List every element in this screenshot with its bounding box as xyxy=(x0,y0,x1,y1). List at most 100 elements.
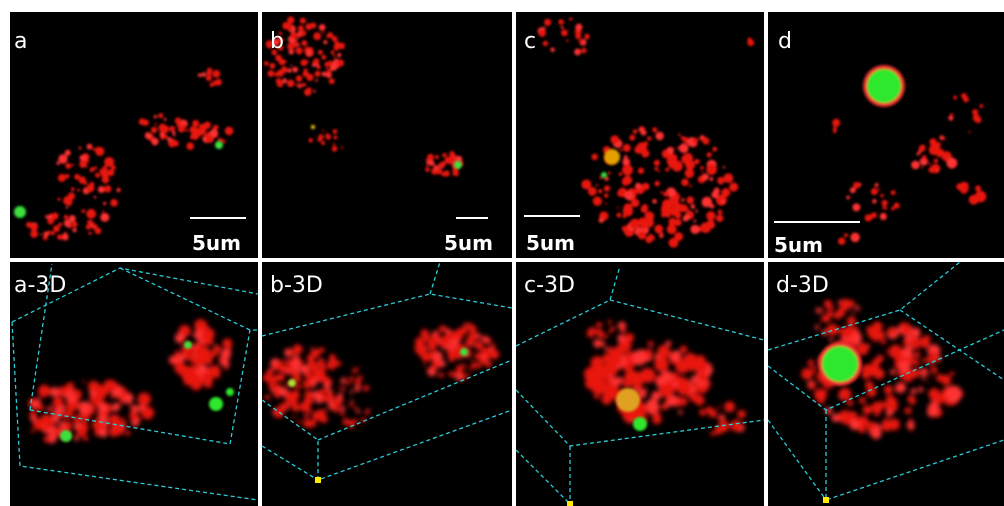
signal-spot xyxy=(77,427,87,437)
signal-spot xyxy=(420,329,429,338)
signal-spot xyxy=(169,126,175,132)
signal-spot xyxy=(683,214,690,221)
signal-spot xyxy=(318,134,324,140)
signal-spot xyxy=(660,191,663,194)
signal-spot xyxy=(321,55,326,60)
signal-spot xyxy=(312,412,318,418)
signal-spot xyxy=(714,427,722,435)
signal-spot xyxy=(858,309,861,312)
signal-spot xyxy=(648,371,655,378)
signal-spot xyxy=(855,327,859,331)
signal-spot xyxy=(215,346,222,353)
signal-spot xyxy=(468,351,471,354)
signal-spot xyxy=(94,196,97,199)
signal-spot xyxy=(331,50,335,54)
signal-spot xyxy=(87,220,91,224)
signal-spot xyxy=(623,144,631,152)
signal-spot xyxy=(930,366,937,373)
signal-spot xyxy=(297,420,301,424)
signal-spot xyxy=(292,391,300,399)
signal-spot xyxy=(672,200,680,208)
signal-spot xyxy=(72,228,76,232)
signal-spot xyxy=(865,381,873,389)
signal-spot xyxy=(624,191,633,200)
signal-spot xyxy=(323,40,327,44)
signal-spot xyxy=(550,48,555,53)
signal-spot xyxy=(680,346,687,353)
signal-spot xyxy=(895,382,906,393)
signal-spot xyxy=(298,84,301,87)
signal-spot xyxy=(82,380,85,383)
signal-spot xyxy=(151,127,157,133)
signal-spot xyxy=(479,357,485,363)
signal-spot xyxy=(320,364,326,370)
signal-spot xyxy=(306,74,313,81)
signal-spot xyxy=(425,167,430,172)
signal-spot xyxy=(356,409,360,413)
signal-spot xyxy=(888,418,900,430)
signal-spot xyxy=(698,373,707,382)
signal-spot xyxy=(840,299,851,310)
signal-spot xyxy=(290,32,297,39)
signal-spot xyxy=(267,377,275,385)
signal-spot xyxy=(86,184,94,192)
signal-spot xyxy=(617,207,619,209)
signal-spot xyxy=(671,351,682,362)
signal-spot xyxy=(718,406,721,409)
signal-spot xyxy=(634,146,642,154)
signal-spot xyxy=(354,385,360,391)
signal-spot xyxy=(913,344,919,350)
signal-spot xyxy=(206,75,212,81)
signal-spot xyxy=(301,40,307,46)
signal-spot xyxy=(543,41,548,46)
signal-spot xyxy=(86,209,96,219)
signal-spot xyxy=(686,196,694,204)
signal-spot xyxy=(827,309,832,314)
signal-spot xyxy=(90,390,96,396)
signal-spot xyxy=(843,411,849,417)
signal-spot xyxy=(415,340,420,345)
signal-spot xyxy=(871,188,878,195)
signal-spot xyxy=(267,70,274,77)
signal-spot xyxy=(678,410,682,414)
signal-spot xyxy=(279,387,288,396)
signal-spot xyxy=(587,329,595,337)
signal-spot xyxy=(922,358,927,363)
signal-spot xyxy=(685,169,695,179)
signal-spot xyxy=(123,420,126,423)
signal-spot xyxy=(706,164,717,175)
signal-spot xyxy=(315,71,321,77)
signal-spot xyxy=(693,383,698,388)
signal-spot xyxy=(291,360,300,369)
signal-spot xyxy=(598,189,602,193)
signal-spot xyxy=(303,380,312,389)
signal-spot xyxy=(105,380,108,383)
signal-spot xyxy=(329,78,335,84)
signal-spot xyxy=(685,160,695,170)
signal-spot xyxy=(295,84,297,86)
signal-spot xyxy=(340,411,345,416)
signal-spot xyxy=(318,50,323,55)
signal-spot xyxy=(911,161,920,170)
signal-spot xyxy=(104,157,114,167)
signal-spot xyxy=(594,393,600,399)
signal-spot xyxy=(272,367,276,371)
signal-spot xyxy=(116,188,120,192)
signal-spot xyxy=(601,172,607,178)
signal-spot xyxy=(185,129,188,132)
signal-spot xyxy=(617,334,625,342)
signal-spot xyxy=(880,213,887,220)
signal-spot xyxy=(608,347,616,355)
signal-spot xyxy=(665,168,669,172)
signal-spot xyxy=(344,418,347,421)
signal-spot xyxy=(928,388,940,400)
signal-spot xyxy=(58,154,67,163)
signal-spot xyxy=(453,157,456,160)
signal-spot xyxy=(879,401,885,407)
signal-spot xyxy=(596,329,603,336)
signal-spot xyxy=(689,392,699,402)
signal-spot xyxy=(657,345,670,358)
signal-spot xyxy=(219,360,224,365)
signal-spot xyxy=(334,57,336,59)
signal-spot xyxy=(279,59,286,66)
